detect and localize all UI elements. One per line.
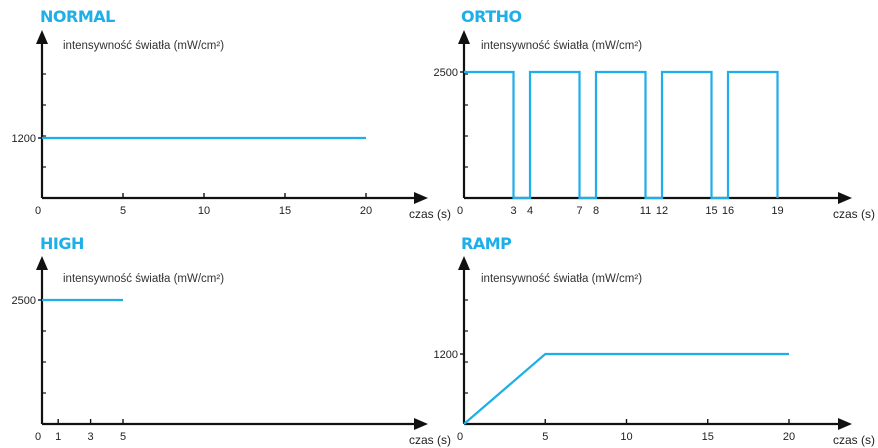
x-tick-label: 20 (783, 431, 795, 443)
y-axis-arrow (458, 256, 470, 270)
y-axis-label: intensywność światła (mW/cm²) (63, 40, 225, 52)
y-axis-arrow (36, 256, 48, 270)
x-tick-label: 11 (640, 205, 651, 217)
x-tick-label: 15 (705, 205, 717, 217)
x-axis-label: czas (s) (409, 207, 451, 221)
y-axis-label: intensywność światła (mW/cm²) (481, 40, 643, 52)
x-tick-label: 5 (120, 205, 126, 217)
x-axis-label: czas (s) (833, 433, 875, 447)
chart-plot: 0 5 10 15 20 czas (s) 1200 (12, 30, 451, 221)
x-tick-label: 3 (510, 205, 516, 217)
x-axis-arrow (838, 418, 852, 430)
x-tick-label: 4 (527, 205, 533, 217)
chart-panel-normal: NORMAL intensywność światła (mW/cm²) 0 5 1… (0, 0, 451, 224)
chart-plot: 0 3 4 7 8 11 12 15 16 19 czas (s) 2500 (434, 30, 875, 221)
chart-title: ORTHO (461, 7, 522, 26)
y-tick-label: 2500 (434, 67, 458, 79)
x-tick-label: 5 (120, 431, 126, 443)
x-tick-label: 5 (542, 431, 548, 443)
x-axis-arrow (414, 418, 428, 430)
y-axis-arrow (458, 30, 470, 44)
x-tick-label: 10 (198, 205, 210, 217)
y-tick-label: 1200 (434, 349, 458, 361)
chart-panel-ramp: RAMP intensywność światła (mW/cm²) 0 5 10 1… (434, 224, 878, 448)
y-axis-label: intensywność światła (mW/cm²) (63, 273, 225, 285)
x-tick-label: 15 (279, 205, 291, 217)
x-tick-label: 1 (55, 431, 61, 443)
x-tick-label: 16 (722, 205, 734, 217)
series-line (464, 70, 779, 200)
x-tick-label: 7 (576, 205, 582, 217)
chart-panel-high: HIGH intensywność światła (mW/cm²) 0 1 3 5 c… (0, 224, 451, 448)
x-tick-label: 10 (620, 431, 632, 443)
y-tick-label: 1200 (12, 133, 36, 145)
chart-title: NORMAL (40, 7, 115, 26)
chart-title: HIGH (40, 234, 84, 253)
x-axis-arrow (838, 192, 852, 204)
series-line (463, 352, 789, 425)
x-tick-label: 3 (88, 431, 94, 443)
chart-plot: 0 1 3 5 czas (s) 2500 (12, 256, 451, 447)
x-axis-arrow (414, 192, 428, 204)
x-tick-label: 15 (702, 431, 714, 443)
x-axis-label: czas (s) (833, 207, 875, 221)
y-axis-arrow (36, 30, 48, 44)
x-tick-label: 0 (35, 431, 41, 443)
y-axis-label: intensywność światła (mW/cm²) (481, 273, 643, 285)
chart-plot: 0 5 10 15 20 czas (s) 1200 (434, 256, 875, 447)
x-tick-label: 19 (771, 205, 783, 217)
x-tick-label: 0 (35, 205, 41, 217)
x-tick-label: 0 (457, 431, 463, 443)
y-tick-label: 2500 (12, 295, 36, 307)
x-tick-label: 0 (457, 205, 463, 217)
chart-title: RAMP (461, 234, 512, 253)
x-tick-label: 12 (656, 205, 668, 217)
x-axis-label: czas (s) (409, 433, 451, 447)
x-tick-label: 8 (593, 205, 599, 217)
x-tick-label: 20 (360, 205, 372, 217)
